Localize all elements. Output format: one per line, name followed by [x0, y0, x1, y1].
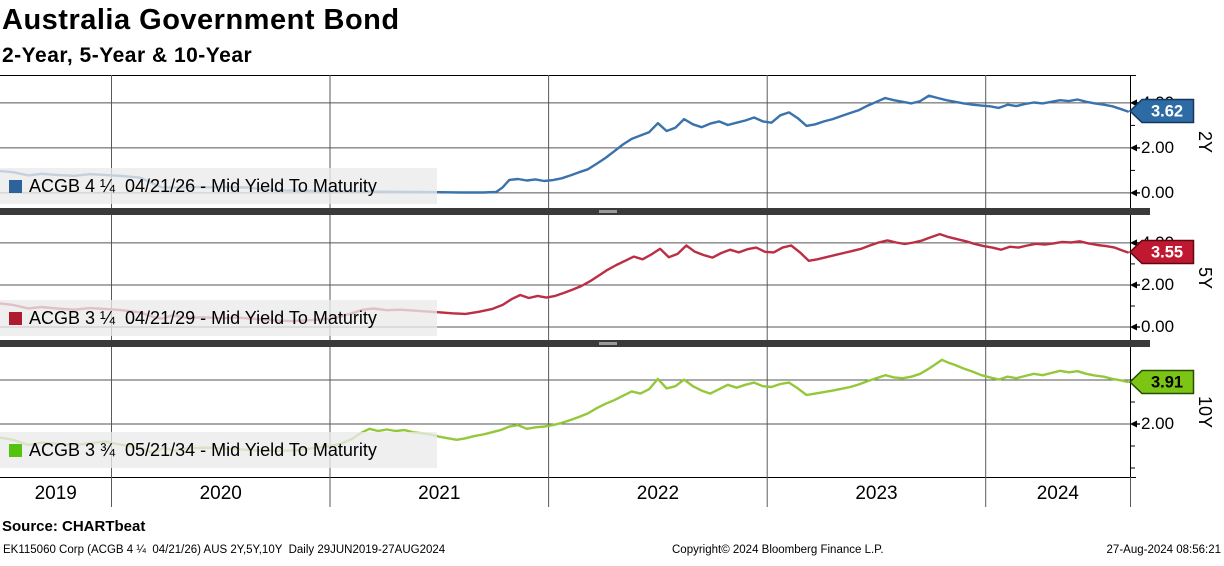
panel-5y[interactable]: ACGB 3 ¼ 04/21/29 - Mid Yield To Maturit…	[0, 215, 1224, 340]
footer: EK115060 Corp (ACGB 4 ¼ 04/21/26) AUS 2Y…	[0, 544, 1224, 562]
price-tag-shape: 3.91	[1129, 369, 1195, 395]
footer-terminal-info: EK115060 Corp (ACGB 4 ¼ 04/21/26) AUS 2Y…	[3, 544, 446, 556]
last-price-tag[interactable]: 3.91	[1129, 369, 1195, 395]
y-tick-label: 0.00	[1141, 182, 1175, 202]
svg-text:3.62: 3.62	[1151, 103, 1183, 121]
last-price-tag[interactable]: 3.62	[1129, 98, 1195, 124]
x-tick-label: 2020	[199, 483, 242, 504]
x-tick-label: 2024	[1036, 483, 1079, 504]
legend[interactable]: ACGB 3 ¾ 05/21/34 - Mid Yield To Maturit…	[0, 432, 437, 468]
svg-text:3.91: 3.91	[1151, 373, 1183, 391]
legend-marker-icon	[9, 179, 22, 193]
footer-copyright: Copyright© 2024 Bloomberg Finance L.P.	[672, 544, 884, 556]
y-tick-label: 2.00	[1141, 274, 1175, 294]
panel-axis-label: 2Y	[1195, 130, 1215, 153]
page-title: Australia Government Bond	[2, 4, 400, 36]
y-tick-label: 2.00	[1141, 137, 1175, 157]
panel-10y[interactable]: ACGB 3 ¾ 05/21/34 - Mid Yield To Maturit…	[0, 347, 1224, 477]
svg-text:3.55: 3.55	[1151, 244, 1183, 262]
x-axis-svg	[0, 477, 1136, 507]
price-tag-shape: 3.55	[1129, 240, 1195, 265]
price-tag-shape: 3.62	[1129, 99, 1195, 124]
page-subtitle: 2-Year, 5-Year & 10-Year	[2, 44, 253, 67]
legend-label: ACGB 3 ¼ 04/21/29 - Mid Yield To Maturit…	[29, 307, 377, 328]
legend-label: ACGB 3 ¾ 05/21/34 - Mid Yield To Maturit…	[29, 439, 377, 460]
separator-grip-icon	[599, 342, 617, 345]
panel-2y[interactable]: ACGB 4 ¼ 04/21/26 - Mid Yield To Maturit…	[0, 75, 1224, 208]
x-tick-label: 2022	[636, 483, 680, 504]
legend[interactable]: ACGB 3 ¼ 04/21/29 - Mid Yield To Maturit…	[0, 300, 437, 336]
x-tick-label: 2021	[418, 483, 461, 504]
x-tick-label: 2023	[855, 483, 898, 504]
footer-timestamp: 27-Aug-2024 08:56:21	[1106, 544, 1221, 556]
panel-axis-label: 10Y	[1195, 395, 1215, 429]
separator-grip-icon	[599, 210, 617, 213]
x-axis: 2019 2020 2021 2022 2023 2024	[0, 477, 1224, 515]
legend-label: ACGB 4 ¼ 04/21/26 - Mid Yield To Maturit…	[29, 175, 377, 196]
source-label: Source: CHARTbeat	[2, 518, 146, 535]
x-tick-label: 2019	[34, 483, 77, 504]
legend-marker-icon	[9, 443, 22, 457]
legend[interactable]: ACGB 4 ¼ 04/21/26 - Mid Yield To Maturit…	[0, 168, 437, 204]
panel-separator-handle[interactable]	[0, 340, 1150, 347]
panel-axis-label: 5Y	[1195, 266, 1215, 289]
legend-marker-icon	[9, 311, 22, 325]
y-tick-label: 0.00	[1141, 316, 1175, 336]
last-price-tag[interactable]: 3.55	[1129, 239, 1195, 265]
y-tick-label: 2.00	[1141, 413, 1175, 433]
chart-top-border	[0, 75, 1136, 76]
panel-separator-handle[interactable]	[0, 208, 1150, 215]
